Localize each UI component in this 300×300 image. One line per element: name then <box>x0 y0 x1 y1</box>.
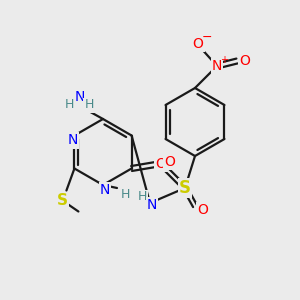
Text: S: S <box>179 179 191 197</box>
Text: N: N <box>100 183 110 197</box>
Text: O: O <box>198 203 208 217</box>
Text: O: O <box>164 154 175 169</box>
Text: O: O <box>193 37 203 51</box>
Text: N: N <box>67 134 78 148</box>
Text: −: − <box>202 31 212 44</box>
Text: +: + <box>220 55 228 65</box>
Text: H: H <box>64 98 74 112</box>
Text: H: H <box>120 188 130 202</box>
Text: H: H <box>84 98 94 112</box>
Text: O: O <box>156 157 167 171</box>
Text: N: N <box>75 90 85 104</box>
Text: N: N <box>212 59 222 73</box>
Text: N: N <box>147 198 157 212</box>
Text: S: S <box>57 193 68 208</box>
Text: O: O <box>240 54 250 68</box>
Text: H: H <box>137 190 147 203</box>
